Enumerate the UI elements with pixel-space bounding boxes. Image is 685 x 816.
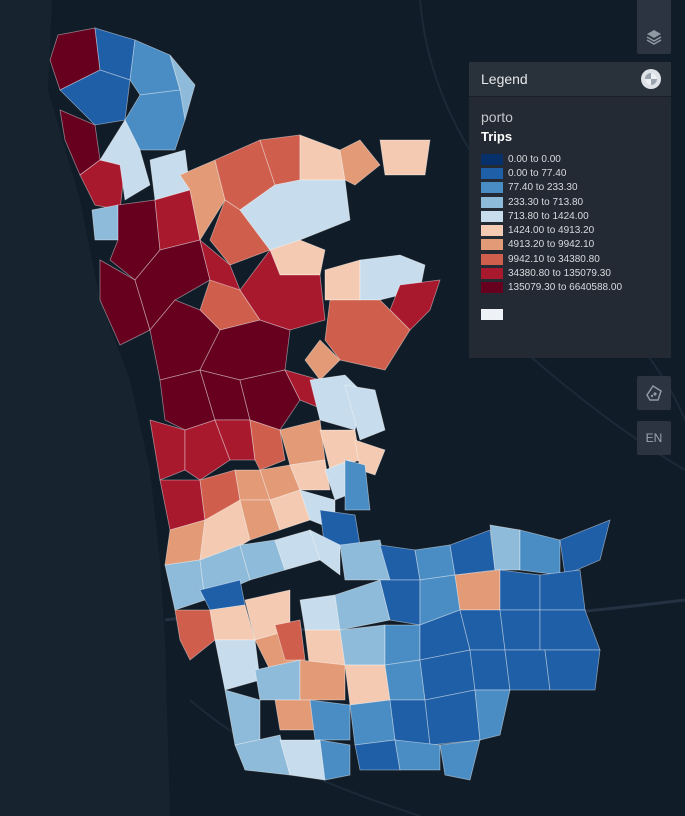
municipality-region[interactable] [344,384,386,441]
municipality-region[interactable] [424,689,481,746]
legend-swatch [481,253,503,265]
layers-button[interactable] [637,20,671,54]
municipality-region[interactable] [499,609,541,651]
municipality-region[interactable] [414,544,456,581]
polygon-draw-icon [646,384,662,401]
legend-swatch [481,239,503,251]
legend-item: 135079.30 to 6640588.00 [481,281,671,295]
legend-swatch [481,196,503,208]
municipality-region[interactable] [184,419,231,481]
legend-swatch [481,182,503,194]
municipality-region[interactable] [354,739,401,771]
legend-item: 4913.20 to 9942.10 [481,238,671,252]
municipality-region[interactable] [179,159,226,242]
municipality-region[interactable] [274,699,316,731]
legend-label: 34380.80 to 135079.30 [508,268,611,280]
legend-label: 4913.20 to 9942.10 [508,239,595,251]
municipality-region[interactable] [239,249,326,331]
legend-toggle-icon[interactable] [641,69,661,89]
legend-label: 77.40 to 233.30 [508,182,578,194]
legend-swatch [481,167,503,179]
legend-label: 0.00 to 0.00 [508,153,561,165]
legend-item: 77.40 to 233.30 [481,181,671,195]
legend-swatch [481,225,503,237]
legend-item: 0.00 to 0.00 [481,152,671,166]
legend-item: 1424.00 to 4913.20 [481,223,671,237]
municipality-region[interactable] [309,699,351,741]
legend-item: 713.80 to 1424.00 [481,209,671,223]
municipality-region[interactable] [349,699,396,746]
legend-title: Legend [481,71,528,87]
municipality-region[interactable] [504,649,551,691]
legend-field-name: Trips [481,129,513,144]
legend-label: 1424.00 to 4913.20 [508,225,595,237]
municipality-region[interactable] [249,419,286,471]
legend-swatch [481,268,503,280]
municipality-region[interactable] [239,369,301,431]
municipality-region[interactable] [384,659,426,701]
municipality-region[interactable] [379,139,431,176]
municipality-region[interactable] [174,609,216,661]
legend-swatch [481,210,503,222]
municipality-region[interactable] [339,139,381,186]
municipality-region[interactable] [389,279,441,331]
legend-empty-swatch [481,308,503,320]
municipality-region[interactable] [289,459,331,491]
legend-label: 233.30 to 713.80 [508,196,584,208]
municipality-region[interactable] [209,199,271,266]
municipality-region[interactable] [239,179,351,251]
legend-label: 713.80 to 1424.00 [508,210,589,222]
legend-panel: Legend porto Trips 0.00 to 0.00 0.00 to 7… [469,62,671,358]
municipality-region[interactable] [474,689,511,741]
municipality-region[interactable] [439,739,481,781]
municipality-region[interactable] [454,569,501,611]
language-button[interactable]: EN [637,421,671,455]
legend-items: 0.00 to 0.00 0.00 to 77.40 77.40 to 233.30… [469,152,671,295]
stack-icon [646,30,662,45]
municipality-region[interactable] [339,624,386,666]
legend-label: 9942.10 to 34380.80 [508,253,600,265]
municipality-region[interactable] [299,594,341,631]
municipality-region[interactable] [389,699,431,746]
municipality-region[interactable] [344,664,391,706]
municipality-region[interactable] [344,459,371,511]
municipality-region[interactable] [324,299,411,371]
municipality-region[interactable] [99,119,151,201]
legend-item: 233.30 to 713.80 [481,195,671,209]
legend-label: 135079.30 to 6640588.00 [508,282,622,294]
legend-header: Legend [469,62,671,97]
municipality-region[interactable] [469,649,511,691]
municipality-region[interactable] [539,569,586,611]
municipality-region[interactable] [544,649,601,691]
legend-item: 0.00 to 77.40 [481,166,671,180]
municipality-region[interactable] [269,239,326,276]
municipality-region[interactable] [309,529,341,576]
municipality-region[interactable] [394,739,441,771]
legend-dataset-name: porto [481,109,513,125]
municipality-region[interactable] [299,659,346,701]
municipality-region[interactable] [59,69,131,126]
municipality-region[interactable] [559,519,611,576]
municipality-region[interactable] [489,524,521,571]
municipality-region[interactable] [274,619,306,661]
municipality-region[interactable] [91,204,121,241]
legend-label: 0.00 to 77.40 [508,167,567,179]
draw-polygon-button[interactable] [637,376,671,410]
ocean [0,0,170,816]
municipality-region[interactable] [319,739,351,781]
legend-swatch [481,153,503,165]
regions-layer [49,27,611,781]
legend-swatch [481,282,503,294]
municipality-region[interactable] [384,624,421,666]
municipality-region[interactable] [99,259,151,346]
language-label: EN [645,431,663,445]
legend-item: 9942.10 to 34380.80 [481,252,671,266]
municipality-region[interactable] [79,159,126,211]
legend-item: 34380.80 to 135079.30 [481,266,671,280]
municipality-region[interactable] [499,569,541,611]
